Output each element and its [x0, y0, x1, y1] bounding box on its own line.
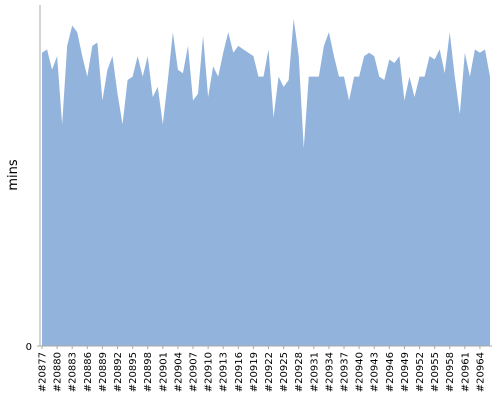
y-tick-label: 0 — [26, 342, 32, 353]
x-tick-label: #20904 — [173, 352, 184, 392]
x-tick-label: #20910 — [204, 352, 215, 392]
x-tick-label: #20964 — [475, 352, 486, 392]
x-tick-label: #20940 — [355, 352, 366, 392]
x-tick-label: #20892 — [113, 352, 124, 392]
x-tick-label: #20919 — [249, 352, 260, 392]
x-tick-label: #20922 — [264, 352, 275, 392]
x-tick-label: #20886 — [83, 352, 94, 392]
x-tick-label: #20928 — [294, 352, 305, 392]
x-tick-label: #20898 — [143, 352, 154, 392]
x-tick-label: #20889 — [98, 352, 109, 392]
x-tick-label: #20958 — [445, 352, 456, 392]
y-axis-title: mins — [6, 159, 21, 191]
x-tick-label: #20880 — [53, 352, 64, 392]
area — [42, 18, 490, 346]
x-tick-label: #20952 — [415, 352, 426, 392]
x-tick-label: #20943 — [370, 352, 381, 392]
x-tick-label: #20946 — [385, 352, 396, 392]
x-tick-label: #20877 — [38, 352, 49, 392]
x-tick-label: #20925 — [279, 352, 290, 392]
x-tick-label: #20955 — [430, 352, 441, 392]
x-tick-label: #20937 — [340, 352, 351, 392]
x-tick-label: #20934 — [324, 352, 335, 392]
x-tick-label: #20931 — [309, 352, 320, 392]
x-tick-label: #20895 — [128, 352, 139, 392]
x-tick-label: #20916 — [234, 352, 245, 392]
x-tick-label: #20883 — [68, 352, 79, 392]
x-tick-label: #20949 — [400, 352, 411, 392]
x-tick-label: #20961 — [460, 352, 471, 392]
x-tick-label: #20907 — [189, 352, 200, 392]
x-tick-label: #20901 — [158, 352, 169, 392]
x-tick-label: #20913 — [219, 352, 230, 392]
